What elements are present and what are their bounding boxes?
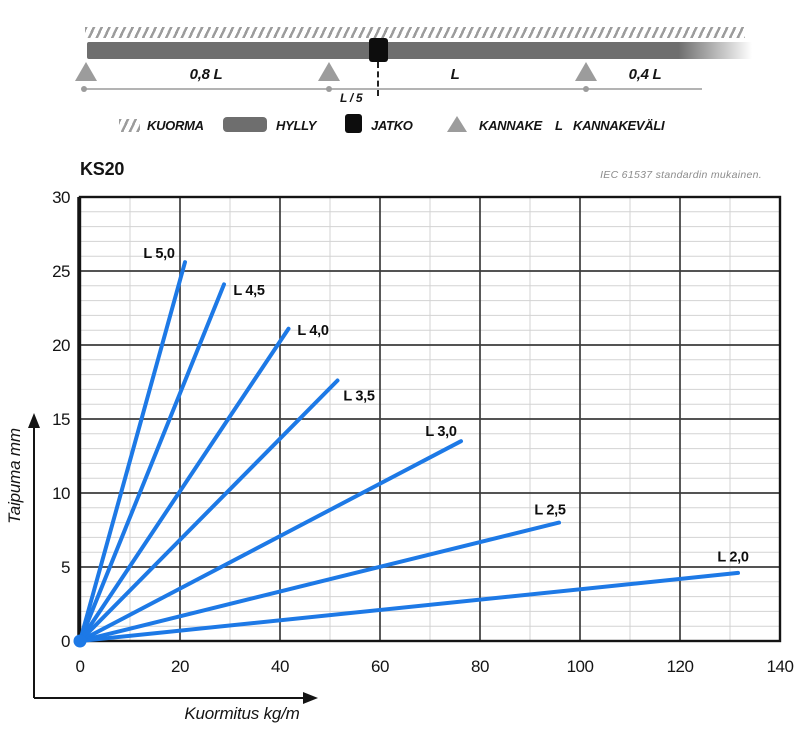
plot-border — [77, 195, 782, 643]
shelf-icon — [223, 117, 267, 132]
series-line — [78, 570, 740, 643]
joint-icon — [345, 114, 362, 133]
x-tick-label: 120 — [667, 657, 694, 676]
load-hatch-strip — [85, 27, 745, 38]
series-line — [78, 378, 340, 643]
x-tick-label: 60 — [371, 657, 389, 676]
y-tick-label: 15 — [52, 410, 70, 429]
x-tick-label: 20 — [171, 657, 189, 676]
y-tick-label: 25 — [52, 262, 70, 281]
span-label-left: 0,8 L — [189, 66, 223, 83]
series-label: L 2,0 — [717, 550, 749, 566]
series-labels: L 5,0 L 4,5 L 4,0 L 3,5 L 3,0 L 2,5 L 2,0 — [143, 246, 749, 565]
legend-label-kannakevali: KANNAKEVÄLI — [573, 118, 665, 133]
x-tick-label: 100 — [567, 657, 594, 676]
y-axis-arrowhead-icon — [28, 413, 40, 428]
dimension-baseline — [84, 88, 702, 90]
series-label: L 3,5 — [343, 388, 375, 404]
axis-arrows — [28, 413, 318, 704]
legend-label-hylly: HYLLY — [276, 118, 317, 133]
span-label-right: 0,4 L — [628, 66, 662, 83]
tick-labels: 0 20 40 60 80 100 120 140 0 5 10 15 20 25 30 — [52, 188, 794, 676]
standard-note: IEC 61537 standardin mukainen. — [600, 169, 762, 181]
legend-symbol-L: L — [555, 118, 563, 133]
y-tick-label: 0 — [61, 632, 70, 651]
dimension-dot — [81, 86, 87, 92]
legend-label-kannake: KANNAKE — [479, 118, 542, 133]
axis-titles: Kuormitus kg/m Taipuma mm — [5, 428, 300, 723]
support-triangle-right — [575, 62, 597, 81]
series-label: L 5,0 — [143, 246, 175, 262]
support-triangle-left — [75, 62, 97, 81]
series-line — [78, 439, 463, 643]
hatch-icon — [119, 119, 140, 132]
support-triangle-middle — [318, 62, 340, 81]
joint-dashed-line — [377, 62, 379, 96]
joint-offset-label: L / 5 — [340, 91, 363, 105]
y-tick-label: 5 — [61, 558, 70, 577]
data-lines — [73, 260, 740, 648]
series-label: L 3,0 — [425, 424, 457, 440]
x-tick-label: 40 — [271, 657, 289, 676]
dimension-dot — [326, 86, 332, 92]
series-label: L 2,5 — [534, 502, 566, 518]
series-line — [78, 282, 226, 643]
series-label: L 4,5 — [233, 283, 265, 299]
y-tick-label: 20 — [52, 336, 70, 355]
series-label: L 4,0 — [297, 323, 329, 339]
x-tick-label: 0 — [76, 657, 85, 676]
shelf-bar — [87, 42, 759, 59]
x-tick-label: 140 — [767, 657, 794, 676]
legend-label-kuorma: KUORMA — [147, 118, 204, 133]
series-line — [78, 520, 561, 643]
y-tick-label: 30 — [52, 188, 70, 207]
dimension-dot — [583, 86, 589, 92]
x-axis-arrowhead-icon — [303, 692, 318, 704]
x-tick-label: 80 — [471, 657, 489, 676]
y-axis-title: Taipuma mm — [5, 428, 24, 524]
series-line — [78, 260, 187, 643]
x-axis-title: Kuormitus kg/m — [184, 704, 299, 723]
span-label-middle: L — [450, 66, 460, 83]
y-tick-label: 10 — [52, 484, 70, 503]
joint-marker — [369, 38, 388, 62]
series-line — [78, 326, 291, 643]
legend-label-jatko: JATKO — [371, 118, 413, 133]
origin-dot — [73, 634, 87, 648]
support-icon — [447, 116, 467, 132]
page-title: KS20 — [80, 159, 125, 179]
